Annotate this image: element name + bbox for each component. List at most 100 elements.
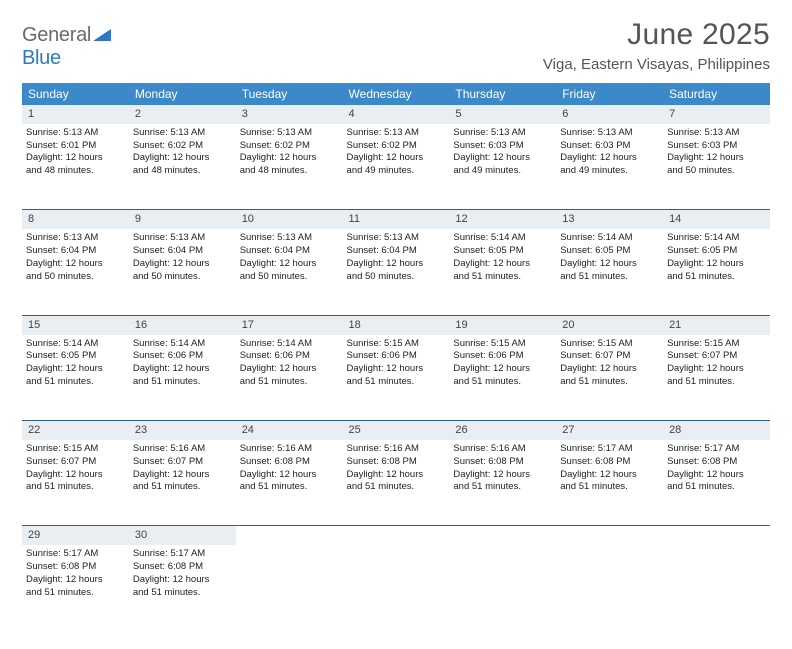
day-cell: Sunrise: 5:17 AMSunset: 6:08 PMDaylight:… xyxy=(129,545,236,631)
sunset-text: Sunset: 6:03 PM xyxy=(453,140,552,153)
day-cell xyxy=(556,545,663,631)
daylight-text-1: Daylight: 12 hours xyxy=(347,469,446,482)
day-number-cell xyxy=(663,526,770,545)
sunrise-text: Sunrise: 5:16 AM xyxy=(453,443,552,456)
day-number-cell: 25 xyxy=(343,421,450,440)
sunset-text: Sunset: 6:06 PM xyxy=(453,350,552,363)
day-cell: Sunrise: 5:13 AMSunset: 6:01 PMDaylight:… xyxy=(22,124,129,210)
daylight-text-2: and 50 minutes. xyxy=(133,271,232,284)
sunrise-text: Sunrise: 5:17 AM xyxy=(560,443,659,456)
daylight-text-1: Daylight: 12 hours xyxy=(453,152,552,165)
daylight-text-2: and 50 minutes. xyxy=(26,271,125,284)
sunset-text: Sunset: 6:06 PM xyxy=(347,350,446,363)
day-number-cell: 11 xyxy=(343,210,450,229)
day-cell: Sunrise: 5:13 AMSunset: 6:04 PMDaylight:… xyxy=(343,229,450,315)
daylight-text-2: and 51 minutes. xyxy=(453,271,552,284)
day-data-row: Sunrise: 5:13 AMSunset: 6:04 PMDaylight:… xyxy=(22,229,770,315)
sunrise-text: Sunrise: 5:15 AM xyxy=(667,338,766,351)
day-number-cell: 10 xyxy=(236,210,343,229)
daylight-text-2: and 51 minutes. xyxy=(26,587,125,600)
daylight-text-2: and 51 minutes. xyxy=(453,376,552,389)
sunrise-text: Sunrise: 5:13 AM xyxy=(347,127,446,140)
day-cell: Sunrise: 5:15 AMSunset: 6:06 PMDaylight:… xyxy=(449,335,556,421)
daylight-text-2: and 51 minutes. xyxy=(26,376,125,389)
day-number-cell: 26 xyxy=(449,421,556,440)
day-number-cell: 13 xyxy=(556,210,663,229)
sunrise-text: Sunrise: 5:15 AM xyxy=(347,338,446,351)
daylight-text-2: and 48 minutes. xyxy=(133,165,232,178)
daylight-text-1: Daylight: 12 hours xyxy=(240,363,339,376)
daylight-text-1: Daylight: 12 hours xyxy=(133,469,232,482)
daylight-text-1: Daylight: 12 hours xyxy=(667,152,766,165)
weekday-header: Friday xyxy=(556,83,663,105)
weekday-header: Wednesday xyxy=(343,83,450,105)
day-number-cell: 20 xyxy=(556,315,663,334)
weekday-header: Sunday xyxy=(22,83,129,105)
day-cell: Sunrise: 5:13 AMSunset: 6:04 PMDaylight:… xyxy=(22,229,129,315)
daylight-text-1: Daylight: 12 hours xyxy=(133,363,232,376)
daylight-text-2: and 51 minutes. xyxy=(133,587,232,600)
day-cell: Sunrise: 5:17 AMSunset: 6:08 PMDaylight:… xyxy=(556,440,663,526)
day-number-cell: 9 xyxy=(129,210,236,229)
daylight-text-2: and 51 minutes. xyxy=(453,481,552,494)
day-number-cell: 7 xyxy=(663,105,770,124)
daylight-text-2: and 51 minutes. xyxy=(667,271,766,284)
day-number-cell: 8 xyxy=(22,210,129,229)
day-cell: Sunrise: 5:14 AMSunset: 6:06 PMDaylight:… xyxy=(236,335,343,421)
sunset-text: Sunset: 6:04 PM xyxy=(26,245,125,258)
day-number-cell: 6 xyxy=(556,105,663,124)
day-number-cell: 27 xyxy=(556,421,663,440)
sunset-text: Sunset: 6:05 PM xyxy=(453,245,552,258)
day-number-cell xyxy=(556,526,663,545)
day-data-row: Sunrise: 5:14 AMSunset: 6:05 PMDaylight:… xyxy=(22,335,770,421)
day-number-cell: 28 xyxy=(663,421,770,440)
sunrise-text: Sunrise: 5:13 AM xyxy=(26,232,125,245)
day-cell: Sunrise: 5:13 AMSunset: 6:03 PMDaylight:… xyxy=(556,124,663,210)
sunset-text: Sunset: 6:07 PM xyxy=(667,350,766,363)
day-data-row: Sunrise: 5:15 AMSunset: 6:07 PMDaylight:… xyxy=(22,440,770,526)
sunrise-text: Sunrise: 5:16 AM xyxy=(240,443,339,456)
daylight-text-1: Daylight: 12 hours xyxy=(240,469,339,482)
daylight-text-1: Daylight: 12 hours xyxy=(26,469,125,482)
sunset-text: Sunset: 6:05 PM xyxy=(667,245,766,258)
day-cell: Sunrise: 5:15 AMSunset: 6:07 PMDaylight:… xyxy=(556,335,663,421)
logo: General Blue xyxy=(22,18,111,70)
sunset-text: Sunset: 6:05 PM xyxy=(26,350,125,363)
sunrise-text: Sunrise: 5:14 AM xyxy=(560,232,659,245)
sunrise-text: Sunrise: 5:14 AM xyxy=(26,338,125,351)
day-data-row: Sunrise: 5:13 AMSunset: 6:01 PMDaylight:… xyxy=(22,124,770,210)
day-number-cell: 24 xyxy=(236,421,343,440)
sunrise-text: Sunrise: 5:17 AM xyxy=(26,548,125,561)
daylight-text-2: and 51 minutes. xyxy=(667,481,766,494)
sunset-text: Sunset: 6:02 PM xyxy=(347,140,446,153)
daylight-text-1: Daylight: 12 hours xyxy=(240,152,339,165)
daylight-text-2: and 51 minutes. xyxy=(26,481,125,494)
sunset-text: Sunset: 6:04 PM xyxy=(347,245,446,258)
sunset-text: Sunset: 6:08 PM xyxy=(133,561,232,574)
daylight-text-2: and 48 minutes. xyxy=(240,165,339,178)
logo-text-general: General xyxy=(22,24,91,46)
sunset-text: Sunset: 6:03 PM xyxy=(560,140,659,153)
daylight-text-1: Daylight: 12 hours xyxy=(240,258,339,271)
sunset-text: Sunset: 6:03 PM xyxy=(667,140,766,153)
day-cell: Sunrise: 5:14 AMSunset: 6:05 PMDaylight:… xyxy=(663,229,770,315)
day-cell: Sunrise: 5:13 AMSunset: 6:03 PMDaylight:… xyxy=(449,124,556,210)
day-cell xyxy=(449,545,556,631)
sunset-text: Sunset: 6:08 PM xyxy=(453,456,552,469)
sunrise-text: Sunrise: 5:14 AM xyxy=(133,338,232,351)
day-cell: Sunrise: 5:14 AMSunset: 6:05 PMDaylight:… xyxy=(22,335,129,421)
daylight-text-2: and 51 minutes. xyxy=(133,481,232,494)
sunset-text: Sunset: 6:08 PM xyxy=(240,456,339,469)
title-block: June 2025 Viga, Eastern Visayas, Philipp… xyxy=(543,18,770,73)
sunset-text: Sunset: 6:05 PM xyxy=(560,245,659,258)
sunrise-text: Sunrise: 5:13 AM xyxy=(133,127,232,140)
day-cell: Sunrise: 5:14 AMSunset: 6:05 PMDaylight:… xyxy=(449,229,556,315)
daylight-text-1: Daylight: 12 hours xyxy=(453,363,552,376)
location: Viga, Eastern Visayas, Philippines xyxy=(543,56,770,73)
sunrise-text: Sunrise: 5:13 AM xyxy=(133,232,232,245)
day-cell: Sunrise: 5:17 AMSunset: 6:08 PMDaylight:… xyxy=(22,545,129,631)
sunrise-text: Sunrise: 5:14 AM xyxy=(453,232,552,245)
sunrise-text: Sunrise: 5:17 AM xyxy=(133,548,232,561)
day-number-row: 891011121314 xyxy=(22,210,770,229)
sunset-text: Sunset: 6:02 PM xyxy=(240,140,339,153)
